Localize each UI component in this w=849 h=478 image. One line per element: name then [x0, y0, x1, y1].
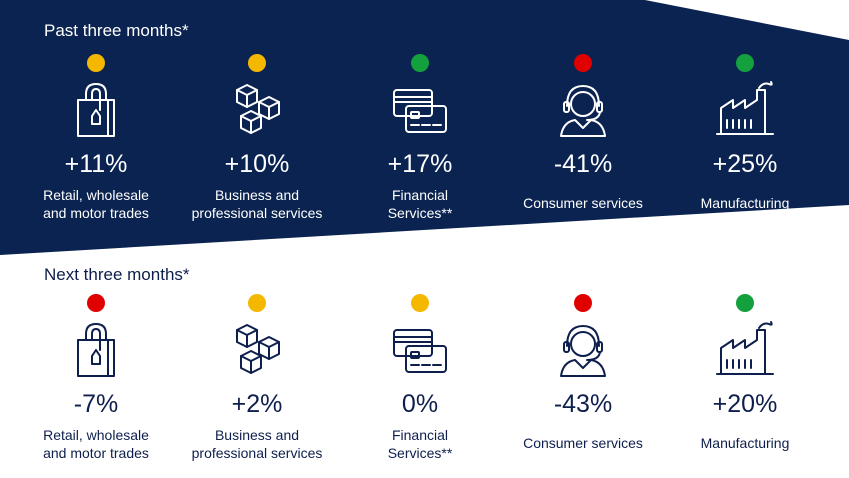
sector-label: Financial Services**: [335, 186, 505, 222]
credit-cards-icon: [390, 320, 450, 380]
sector-label-line-2: Services**: [387, 205, 453, 221]
sector-item: -7% Retail, wholesale and motor trades: [11, 294, 181, 462]
next-section-title: Next three months*: [44, 265, 190, 284]
status-dot-green: [411, 54, 429, 72]
sector-label: Manufacturing: [660, 434, 830, 452]
sector-item: -41% Consumer services: [498, 54, 668, 212]
sector-label: Consumer services: [498, 194, 668, 212]
sector-label-line-1: Retail, wholesale: [43, 187, 149, 203]
change-value: +10%: [224, 150, 290, 178]
past-band: [0, 0, 849, 255]
sector-label-line-2: and motor trades: [43, 205, 149, 221]
sector-label-line-2: and motor trades: [43, 445, 149, 461]
change-value: -41%: [553, 150, 613, 178]
factory-icon: [715, 320, 775, 380]
status-dot-red: [574, 54, 592, 72]
sector-label: Financial Services**: [335, 426, 505, 462]
status-dot-red: [574, 294, 592, 312]
headset-agent-icon: [553, 320, 613, 380]
sector-label-line-1: Manufacturing: [700, 195, 790, 211]
sector-label-line-2: Services**: [387, 445, 453, 461]
sector-item: +10% Business and professional services: [172, 54, 342, 222]
credit-cards-icon: [390, 80, 450, 140]
sector-label-line-1: Retail, wholesale: [43, 427, 149, 443]
change-value: +2%: [231, 390, 283, 418]
sector-label: Business and professional services: [172, 186, 342, 222]
sector-item: +11% Retail, wholesale and motor trades: [11, 54, 181, 222]
status-dot-green: [736, 54, 754, 72]
change-value: +20%: [712, 390, 778, 418]
sector-item: +17% Financial Services**: [335, 54, 505, 222]
boxes-icon: [227, 320, 287, 380]
sector-item: -43% Consumer services: [498, 294, 668, 452]
change-value: 0%: [401, 390, 439, 418]
sector-label-line-2: professional services: [191, 445, 323, 461]
sector-label: Retail, wholesale and motor trades: [11, 426, 181, 462]
change-value: -43%: [553, 390, 613, 418]
status-dot-amber: [248, 294, 266, 312]
change-value: +17%: [387, 150, 453, 178]
factory-icon: [715, 80, 775, 140]
sector-label-line-1: Financial: [391, 187, 449, 203]
status-dot-amber: [411, 294, 429, 312]
sector-label-line-1: Financial: [391, 427, 449, 443]
change-value: +25%: [712, 150, 778, 178]
sector-label-line-1: Consumer services: [523, 435, 643, 451]
status-dot-green: [736, 294, 754, 312]
boxes-icon: [227, 80, 287, 140]
sector-item: +2% Business and professional services: [172, 294, 342, 462]
sector-label: Manufacturing: [660, 194, 830, 212]
sector-label-line-1: Manufacturing: [700, 435, 790, 451]
sector-label-line-1: Business and: [214, 187, 300, 203]
status-dot-amber: [87, 54, 105, 72]
sector-label-line-1: Consumer services: [523, 195, 643, 211]
band-background: [0, 0, 849, 255]
sector-label-line-1: Business and: [214, 427, 300, 443]
shopping-bag-icon: [66, 80, 126, 140]
sector-label: Consumer services: [498, 434, 668, 452]
sector-label: Retail, wholesale and motor trades: [11, 186, 181, 222]
sector-item: 0% Financial Services**: [335, 294, 505, 462]
change-value: +11%: [64, 150, 128, 178]
sector-label: Business and professional services: [172, 426, 342, 462]
status-dot-amber: [248, 54, 266, 72]
sector-item: +25% Manufacturing: [660, 54, 830, 212]
past-section-title: Past three months*: [44, 21, 189, 40]
status-dot-red: [87, 294, 105, 312]
shopping-bag-icon: [66, 320, 126, 380]
headset-agent-icon: [553, 80, 613, 140]
sector-item: +20% Manufacturing: [660, 294, 830, 452]
change-value: -7%: [73, 390, 119, 418]
sector-label-line-2: professional services: [191, 205, 323, 221]
